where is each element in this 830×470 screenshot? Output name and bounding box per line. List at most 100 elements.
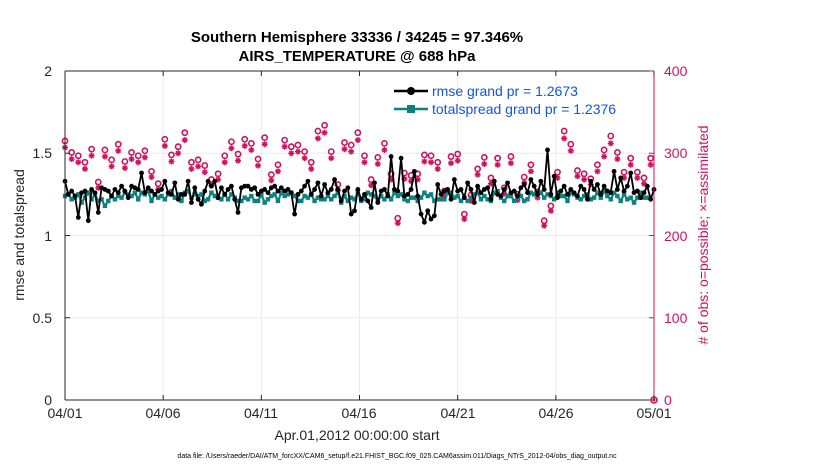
- rmse-point: [611, 168, 617, 174]
- asterisk-stroke: [341, 146, 348, 152]
- totalspread-point: [265, 197, 271, 202]
- obs-possible-point: [367, 176, 375, 183]
- y-tick-label: 2: [44, 63, 52, 79]
- totalspread-point: [505, 193, 510, 199]
- rmse-point: [568, 187, 574, 192]
- obs-possible-point: [174, 143, 182, 151]
- totalspread-point: [522, 198, 527, 204]
- rmse-point: [518, 185, 524, 191]
- rmse-point: [305, 178, 311, 184]
- rmse-point: [405, 191, 411, 197]
- totalspread-point: [508, 193, 514, 199]
- totalspread-point: [422, 190, 427, 195]
- totalspread-point: [492, 190, 497, 195]
- rmse-point: [298, 188, 304, 194]
- rmse-point: [182, 191, 188, 197]
- totalspread-point: [378, 193, 384, 199]
- x-tick-label: 04/16: [341, 405, 376, 421]
- asterisk-stroke: [361, 159, 368, 165]
- rmse-point: [628, 170, 634, 176]
- asterisk-stroke: [381, 147, 388, 153]
- asterisk-stroke: [355, 137, 361, 143]
- obs-possible-point: [640, 174, 648, 182]
- rmse-point: [541, 187, 547, 192]
- obs-assimilated-point: [607, 140, 614, 147]
- asterisk-stroke: [168, 158, 175, 165]
- y2-tick-label: 400: [664, 63, 688, 79]
- obs-assimilated-point: [195, 163, 202, 170]
- rmse-point: [425, 208, 431, 214]
- rmse-point: [242, 183, 248, 189]
- rmse-point: [288, 190, 294, 196]
- totalspread-point: [428, 192, 434, 197]
- rmse-point: [292, 211, 298, 217]
- totalspread-point: [621, 192, 627, 197]
- rmse-point: [644, 183, 650, 189]
- asterisk-stroke: [108, 163, 115, 170]
- asterisk-stroke: [142, 154, 148, 160]
- rmse-point: [551, 173, 557, 179]
- legend-rmse-label: rmse grand pr = 1.2673: [432, 83, 578, 99]
- totalspread-point: [155, 195, 161, 200]
- asterisk-stroke: [188, 166, 195, 172]
- asterisk-stroke: [541, 223, 547, 229]
- asterisk-stroke: [548, 208, 554, 214]
- obs-assimilated-point: [281, 143, 288, 150]
- totalspread-point: [601, 188, 607, 194]
- totalspread-point: [558, 193, 564, 199]
- obs-possible-point: [341, 139, 348, 146]
- rmse-point: [578, 183, 584, 189]
- totalspread-point: [119, 195, 124, 200]
- asterisk-stroke: [448, 160, 454, 166]
- obs-possible-point: [134, 152, 142, 160]
- rmse-point: [375, 200, 381, 206]
- asterisk-stroke: [301, 155, 308, 161]
- totalspread-point: [615, 193, 620, 199]
- obs-assimilated-point: [368, 182, 375, 189]
- rmse-point: [209, 183, 214, 189]
- rmse-point: [235, 210, 241, 215]
- totalspread-point: [162, 197, 168, 202]
- rmse-point: [159, 187, 164, 192]
- totalspread-point: [126, 192, 131, 197]
- obs-possible-point: [301, 148, 308, 156]
- rmse-point: [501, 187, 507, 192]
- rmse-point: [511, 188, 517, 194]
- x-axis-label: Apr.01,2012 00:00:00 start: [274, 427, 439, 443]
- totalspread-point: [468, 195, 474, 200]
- obs-possible-point: [307, 158, 315, 166]
- rmse-point: [638, 195, 644, 201]
- rmse-point: [219, 185, 224, 191]
- asterisk-stroke: [601, 153, 607, 160]
- rmse-point: [415, 193, 421, 199]
- totalspread-point: [618, 198, 623, 204]
- asterisk-stroke: [315, 135, 321, 142]
- rmse-point: [95, 210, 101, 215]
- totalspread-point: [408, 195, 414, 200]
- rmse-point: [491, 178, 497, 184]
- obs-possible-point: [607, 132, 615, 140]
- rmse-point: [395, 188, 401, 194]
- totalspread-point: [631, 200, 637, 205]
- totalspread-point: [259, 192, 264, 197]
- rmse-point: [641, 190, 647, 196]
- rmse-point: [388, 154, 394, 159]
- asterisk-stroke: [275, 168, 281, 174]
- totalspread-point: [282, 193, 287, 199]
- totalspread-point: [106, 198, 111, 204]
- rmse-point: [139, 170, 144, 176]
- obs-possible-point: [241, 135, 249, 143]
- totalspread-point: [368, 192, 374, 197]
- rmse-point: [69, 188, 75, 194]
- totalspread-point: [329, 197, 334, 202]
- totalspread-point: [372, 193, 377, 199]
- asterisk-stroke: [162, 143, 168, 149]
- obs-assimilated-point: [88, 152, 95, 159]
- totalspread-point: [205, 197, 211, 202]
- rmse-point: [438, 191, 444, 197]
- asterisk-stroke: [308, 166, 314, 172]
- obs-possible-point: [274, 161, 282, 169]
- rmse-point: [591, 187, 597, 192]
- rmse-point: [465, 180, 471, 186]
- rmse-point: [362, 191, 367, 197]
